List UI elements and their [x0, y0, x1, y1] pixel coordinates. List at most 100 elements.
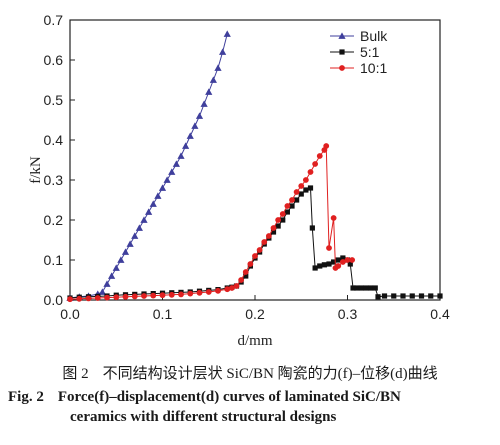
data-point	[307, 169, 314, 175]
data-point	[131, 232, 139, 239]
y-axis-title: f/kN	[28, 156, 44, 184]
data-point	[256, 247, 263, 253]
data-point	[312, 265, 318, 271]
data-point	[214, 64, 222, 71]
data-point	[196, 289, 203, 296]
data-point	[375, 294, 381, 300]
data-point	[400, 293, 406, 299]
data-point	[340, 255, 346, 261]
x-tick-label: 0.1	[153, 306, 173, 322]
data-point	[298, 191, 304, 197]
data-point	[317, 263, 323, 269]
y-tick-label: 0.4	[44, 132, 64, 148]
data-point	[103, 280, 111, 287]
x-tick-label: 0.4	[430, 306, 450, 322]
data-point	[191, 122, 199, 129]
y-tick-label: 0.1	[44, 252, 64, 268]
x-tick-label: 0.3	[338, 306, 358, 322]
data-point	[200, 100, 208, 107]
y-tick-label: 0.3	[44, 172, 64, 188]
series-line	[69, 187, 440, 299]
data-point	[168, 168, 176, 175]
data-point	[238, 277, 245, 283]
caption-en-line1: Force(f)–displacement(d) curves of lamin…	[57, 389, 401, 405]
data-point	[154, 192, 162, 199]
data-point	[76, 295, 83, 302]
data-point	[158, 184, 167, 191]
data-point	[331, 259, 337, 265]
caption-cn-text: 不同结构设计层状 SiC/BN 陶瓷的力(f)–位移(d)曲线	[102, 366, 438, 382]
legend-item: Bulk	[330, 28, 388, 44]
data-point	[289, 203, 295, 209]
data-point	[289, 197, 295, 203]
chart: 0.0 0.1 0.2 0.3 0.40.00.10.20.30.40.50.60.7 …	[28, 12, 450, 349]
data-point	[312, 161, 319, 167]
data-point	[104, 294, 110, 301]
data-point	[326, 261, 332, 267]
caption-en-tag: Fig. 2	[8, 389, 44, 405]
data-point	[98, 288, 106, 295]
legend-label: 10:1	[360, 60, 387, 76]
y-tick-label: 0.5	[44, 92, 64, 108]
data-point	[279, 211, 286, 217]
data-point	[298, 183, 305, 189]
data-point	[275, 223, 281, 229]
data-point	[302, 177, 309, 183]
data-point	[121, 248, 130, 255]
data-point	[135, 224, 143, 231]
caption-english: Fig. 2 Force(f)–displacement(d) curves of…	[0, 387, 500, 427]
data-point	[223, 30, 231, 37]
data-point	[335, 263, 342, 269]
legend-marker	[339, 65, 345, 71]
data-point	[186, 132, 194, 139]
data-point	[284, 203, 291, 209]
data-point	[368, 285, 374, 291]
data-point	[261, 239, 268, 245]
data-point	[265, 233, 272, 239]
data-point	[224, 286, 231, 293]
data-point	[316, 153, 323, 159]
data-point	[326, 245, 332, 251]
data-point	[182, 142, 190, 149]
data-point	[294, 197, 300, 203]
x-axis-title: d/mm	[237, 333, 272, 349]
data-point	[372, 285, 378, 291]
data-point	[233, 283, 240, 289]
data-point	[141, 293, 147, 299]
data-point	[307, 185, 314, 191]
data-point	[409, 293, 415, 299]
data-point	[270, 225, 277, 231]
data-point	[149, 200, 157, 207]
y-tick-label: 0.0	[44, 292, 64, 308]
data-point	[122, 293, 129, 300]
legend-marker	[338, 32, 346, 39]
data-point	[187, 290, 194, 297]
data-point	[247, 261, 254, 267]
data-point	[418, 293, 425, 299]
data-point	[243, 273, 249, 279]
data-point	[252, 253, 258, 259]
data-point	[280, 217, 286, 223]
data-point	[339, 259, 346, 265]
series-bulk	[66, 30, 231, 301]
data-point	[242, 269, 249, 275]
caption-chinese: 图 2 不同结构设计层状 SiC/BN 陶瓷的力(f)–位移(d)曲线	[0, 364, 500, 384]
data-point	[85, 295, 92, 302]
data-point	[275, 217, 282, 223]
data-point	[321, 262, 327, 268]
data-point	[205, 88, 213, 95]
data-point	[94, 295, 101, 301]
data-point	[363, 285, 369, 291]
data-point	[140, 216, 148, 223]
data-point	[163, 176, 171, 183]
x-tick-label: 0.2	[245, 306, 265, 322]
data-point	[323, 143, 330, 149]
data-point	[228, 285, 235, 291]
series-line	[69, 33, 228, 299]
legend-item: 10:1	[330, 60, 387, 76]
data-point	[381, 293, 388, 299]
data-point	[112, 264, 120, 271]
data-point	[350, 285, 356, 291]
legend-label: Bulk	[360, 28, 388, 44]
legend-item: 5:1	[330, 44, 380, 60]
